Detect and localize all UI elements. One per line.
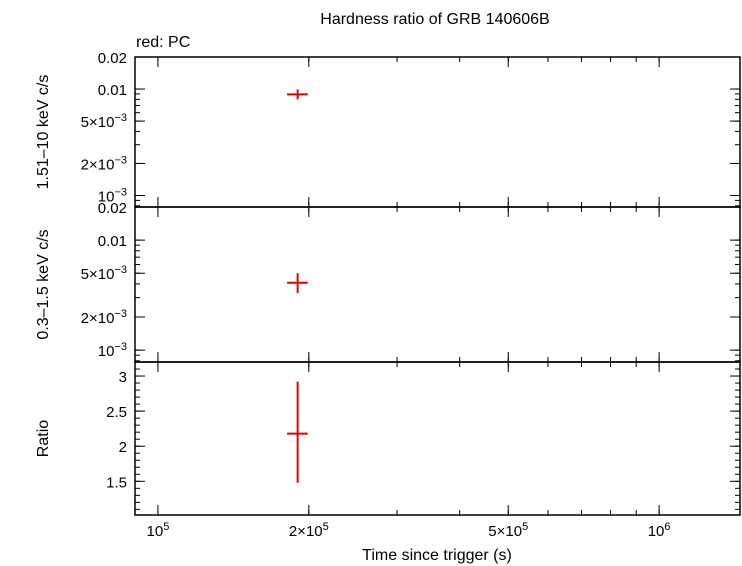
y-axis-label: 0.3–1.5 keV c/s	[35, 229, 52, 339]
y-tick-label: 10−3	[98, 187, 127, 206]
y-tick-label: 2×10−3	[81, 308, 127, 327]
y-tick-label: 5×10−3	[81, 112, 127, 131]
x-tick-label: 2×105	[289, 521, 329, 540]
y-tick-label: 10−3	[98, 341, 127, 360]
y-tick-label: 0.02	[98, 50, 127, 67]
y-axis-label: 1.51–10 keV c/s	[35, 75, 52, 190]
legend-note: red: PC	[136, 34, 190, 51]
panel-ratio: 3 2.5 2 1.5 Ratio	[35, 361, 741, 516]
y-tick-label: 5×10−3	[81, 264, 127, 283]
x-tick-label: 106	[648, 521, 671, 540]
y-tick-label: 1.5	[106, 474, 127, 491]
x-tick-label: 105	[147, 521, 170, 540]
y-tick-label: 2.5	[106, 404, 127, 421]
panels-group: 0.020.015×10−32×10−310−31.51–10 keV c/s0…	[35, 50, 741, 540]
panel-frame	[134, 361, 741, 516]
y-tick-label: 0.01	[98, 233, 127, 250]
y-tick-label: 2	[119, 439, 127, 456]
y-tick-label: 0.02	[98, 200, 127, 217]
y-tick-label: 3	[119, 369, 127, 386]
y-tick-label: 2×10−3	[81, 154, 127, 173]
chart-title: Hardness ratio of GRB 140606B	[320, 11, 549, 28]
x-axis-label: Time since trigger (s)	[362, 547, 512, 564]
panel-hard: 0.02 0.01 5×10−3 2×10−3 10−3 1.51–10 keV c/s	[35, 50, 741, 208]
panel-frame	[134, 206, 741, 363]
x-tick-labels: 105 2×105 5×105 106	[147, 521, 671, 540]
x-tick-label: 5×105	[488, 521, 528, 540]
panel-soft: 0.02 0.01 5×10−3 2×10−3 10−3 0.3–1.5 keV c/s	[35, 200, 741, 363]
panel-frame	[134, 56, 741, 208]
y-tick-label: 0.01	[98, 82, 127, 99]
y-axis-label: Ratio	[35, 420, 52, 457]
